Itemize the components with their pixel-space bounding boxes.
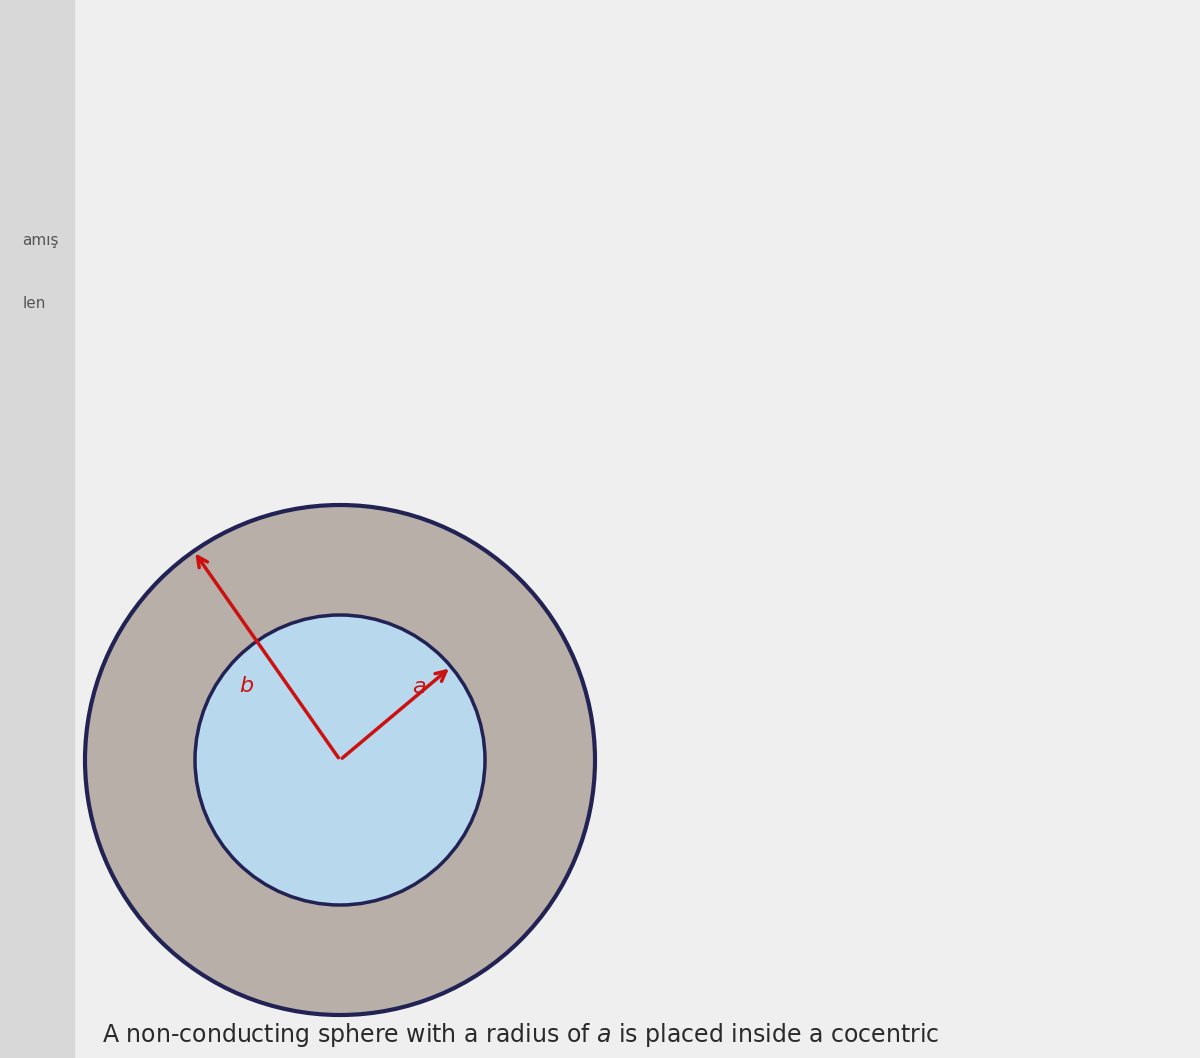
Bar xyxy=(0,0,74,1058)
Circle shape xyxy=(194,615,485,905)
Text: len: len xyxy=(23,296,46,311)
Text: $b$: $b$ xyxy=(239,676,253,696)
Text: A non-conducting sphere with a radius of $a$ is placed inside a cocentric: A non-conducting sphere with a radius of… xyxy=(102,1021,940,1048)
Text: $a$: $a$ xyxy=(412,677,426,697)
Circle shape xyxy=(85,505,595,1015)
Text: amış: amış xyxy=(23,233,59,248)
